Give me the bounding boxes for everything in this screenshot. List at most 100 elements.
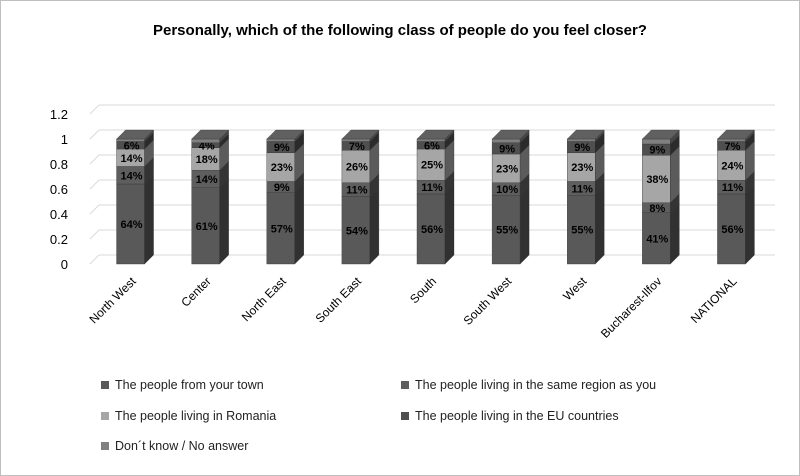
bar-segment-side bbox=[670, 145, 680, 204]
data-label: 7% bbox=[349, 141, 365, 153]
data-label: 4% bbox=[199, 140, 215, 152]
data-label: 24% bbox=[721, 160, 743, 172]
legend-item: Don´t know / No answer bbox=[101, 439, 248, 453]
data-label: 57% bbox=[271, 223, 293, 235]
data-label: 11% bbox=[346, 185, 368, 197]
data-label: 18% bbox=[196, 154, 218, 166]
data-label: 23% bbox=[496, 163, 518, 175]
bar-segment bbox=[491, 138, 521, 143]
gridline-depth bbox=[89, 204, 100, 215]
gridline-depth bbox=[89, 129, 100, 140]
data-label: 14% bbox=[121, 153, 143, 165]
data-label: 64% bbox=[121, 219, 143, 231]
bar-stack: 41% 8% 38% 9% bbox=[641, 129, 680, 265]
data-label: 11% bbox=[722, 182, 744, 194]
bar-top bbox=[641, 129, 680, 140]
bar-segment bbox=[717, 193, 746, 265]
bar-top bbox=[191, 129, 230, 140]
bar-segment bbox=[717, 138, 746, 142]
bar-top bbox=[491, 129, 530, 140]
bar-stack: 56% 11% 24% 7% bbox=[717, 129, 755, 265]
bar-segment bbox=[717, 150, 746, 181]
category-label: North West bbox=[86, 274, 139, 327]
bar-segment bbox=[341, 138, 371, 142]
y-tick-label: 0.6 bbox=[50, 182, 68, 197]
y-tick-label: 1 bbox=[61, 132, 68, 147]
legend-item: The people living in the same region as … bbox=[401, 378, 656, 392]
data-label: 9% bbox=[274, 182, 290, 194]
data-label: 23% bbox=[271, 162, 293, 174]
data-label: 25% bbox=[421, 160, 443, 172]
data-label: 11% bbox=[421, 182, 443, 194]
data-label: 14% bbox=[121, 170, 143, 182]
y-tick-label: 1.2 bbox=[50, 107, 68, 122]
bar-segment bbox=[266, 138, 295, 142]
bar-segment-side bbox=[219, 178, 229, 265]
data-label: 26% bbox=[346, 162, 368, 174]
gridline-depth bbox=[89, 254, 100, 265]
legend-swatch bbox=[101, 442, 109, 450]
data-label: 8% bbox=[649, 203, 665, 215]
data-label: 56% bbox=[421, 224, 443, 236]
bar-segment bbox=[266, 192, 295, 265]
data-label: 9% bbox=[649, 145, 665, 157]
category-label: South bbox=[407, 274, 439, 306]
bar-segment-side bbox=[595, 185, 605, 265]
bar-stack: 61% 14% 18% 4% bbox=[191, 129, 230, 265]
bar-segment bbox=[416, 138, 446, 142]
bar-stack: 56% 11% 25% 6% bbox=[416, 129, 455, 265]
data-label: 23% bbox=[571, 162, 593, 174]
category-label: South East bbox=[313, 274, 365, 326]
legend-label: The people from your town bbox=[115, 378, 264, 392]
legend: The people from your town The people livi… bbox=[101, 378, 656, 453]
legend-swatch bbox=[101, 381, 109, 389]
bar-segment bbox=[341, 196, 371, 265]
bar-segment bbox=[191, 187, 220, 265]
legend-swatch bbox=[101, 412, 109, 420]
gridline-depth bbox=[89, 104, 100, 115]
bars-layer: 64%14%14%6%61%14%18%4%57%9%23%9%54%11%26… bbox=[116, 129, 755, 265]
bar-segment-side bbox=[519, 185, 530, 265]
bar-top bbox=[116, 129, 154, 140]
bar-segment bbox=[567, 152, 596, 182]
bar-stack: 64%14%14%6% bbox=[116, 129, 154, 265]
category-label: North East bbox=[239, 274, 289, 324]
bar-segment bbox=[341, 150, 371, 183]
legend-label: The people living in Romania bbox=[115, 409, 276, 423]
category-label: West bbox=[560, 274, 590, 304]
y-tick-label: 0.8 bbox=[50, 157, 68, 172]
gridline-depth bbox=[89, 154, 100, 165]
bar-top bbox=[717, 129, 755, 140]
bar-segment bbox=[266, 152, 295, 182]
data-label: 56% bbox=[721, 224, 743, 236]
data-label: 6% bbox=[124, 140, 140, 152]
bar-segment-side bbox=[745, 184, 755, 265]
data-label: 55% bbox=[571, 225, 593, 237]
chart-title: Personally, which of the following class… bbox=[153, 22, 647, 39]
legend-label: The people living in the same region as … bbox=[415, 378, 656, 392]
y-tick-label: 0.2 bbox=[50, 232, 68, 247]
bar-stack: 55% 10% 23% 9% bbox=[491, 129, 530, 265]
bar-segment-side bbox=[444, 184, 455, 265]
data-label: 54% bbox=[346, 225, 368, 237]
data-label: 10% bbox=[496, 184, 518, 196]
bar-segment-side bbox=[294, 183, 304, 265]
bar-stack: 55% 11% 23% 9% bbox=[566, 129, 605, 265]
bar-top bbox=[566, 129, 605, 140]
data-label: 55% bbox=[496, 225, 518, 237]
legend-swatch bbox=[401, 381, 409, 389]
legend-label: Don´t know / No answer bbox=[115, 439, 248, 453]
data-label: 14% bbox=[196, 174, 218, 186]
category-label: South West bbox=[461, 274, 515, 328]
bar-top bbox=[416, 129, 455, 140]
data-label: 41% bbox=[646, 233, 668, 245]
legend-item: The people living in Romania bbox=[101, 409, 276, 423]
category-label: Bucharest-Ilfov bbox=[598, 274, 665, 341]
bar-segment bbox=[416, 193, 446, 265]
data-label: 9% bbox=[274, 142, 290, 154]
data-label: 38% bbox=[646, 174, 668, 186]
bar-stack: 57% 9% 23% 9% bbox=[266, 129, 305, 265]
bar-stack: 54% 11% 26% 7% bbox=[341, 129, 380, 265]
bar-segment bbox=[116, 138, 145, 142]
